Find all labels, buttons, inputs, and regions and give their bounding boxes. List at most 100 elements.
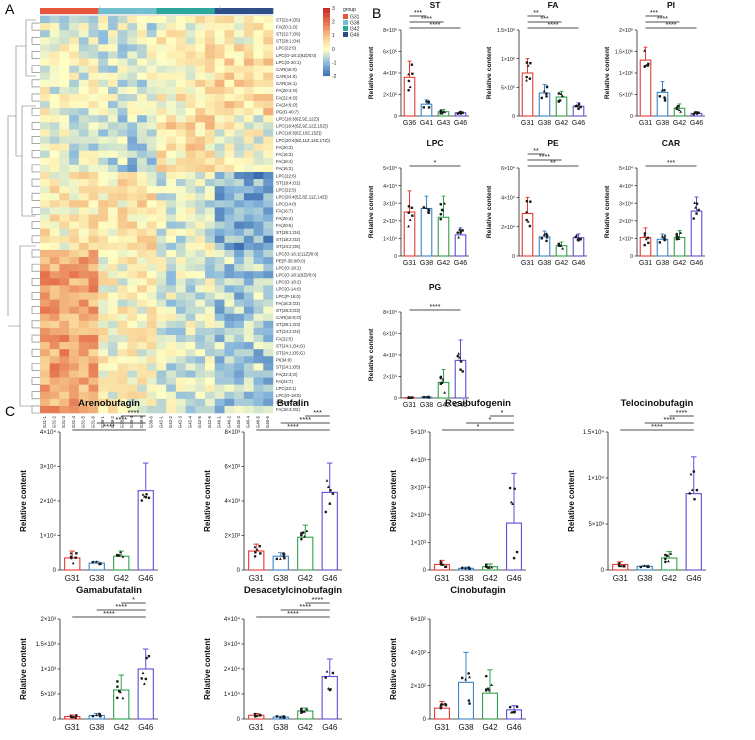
heatmap-cell <box>185 136 196 144</box>
data-point <box>467 699 471 702</box>
heatmap-cell <box>137 257 148 265</box>
heatmap-group-cell <box>185 8 196 14</box>
y-tick-label: 0 <box>601 568 605 574</box>
heatmap-cell <box>205 398 216 407</box>
heatmap-cell <box>156 292 167 300</box>
heatmap-cell <box>156 264 167 272</box>
heatmap-cell <box>88 356 99 364</box>
y-tick-label: 1×10³ <box>40 667 56 673</box>
y-tick-label: 0 <box>237 568 241 574</box>
heatmap-cell <box>185 391 196 400</box>
heatmap-cell <box>98 58 109 66</box>
heatmap-cell <box>243 235 254 244</box>
heatmap-cell <box>127 171 138 180</box>
heatmap-cell <box>78 278 89 286</box>
heatmap-cell <box>224 320 235 329</box>
heatmap-cell <box>185 214 196 222</box>
data-point <box>443 202 447 205</box>
heatmap-cell <box>88 143 99 151</box>
heatmap-cell <box>127 342 138 350</box>
heatmap-cell <box>40 391 51 400</box>
heatmap-cell <box>185 221 196 229</box>
heatmap-scale-step <box>323 8 330 10</box>
heatmap-cell <box>40 221 51 229</box>
heatmap-scale-step <box>323 33 330 36</box>
heatmap-cell <box>205 221 216 229</box>
x-tick-label: G38 <box>656 260 669 267</box>
heatmap-cell <box>98 306 109 315</box>
heatmap-cell <box>156 93 167 102</box>
heatmap-cell <box>78 335 89 343</box>
data-point <box>460 566 464 570</box>
heatmap-cell <box>234 108 245 116</box>
heatmap-cell <box>166 214 177 222</box>
heatmap-cell <box>59 23 70 31</box>
heatmap-cell <box>224 157 235 166</box>
y-tick-label: 2×10³ <box>224 534 240 540</box>
heatmap-group-cell <box>234 8 245 14</box>
heatmap-scale-step <box>323 67 330 70</box>
heatmap-cell <box>49 93 60 102</box>
heatmap-cell <box>146 72 157 81</box>
heatmap-cell <box>137 186 148 194</box>
heatmap-cell <box>224 193 235 201</box>
heatmap-cell <box>117 37 128 45</box>
data-point <box>545 92 548 95</box>
heatmap-cell <box>127 249 138 258</box>
x-tick-label: G31 <box>521 120 534 127</box>
heatmap-cell <box>40 115 51 123</box>
data-point <box>561 94 565 98</box>
heatmap-cell <box>69 384 80 393</box>
heatmap-cell <box>156 257 167 265</box>
heatmap-row-label: FA(20:3) <box>276 145 293 150</box>
heatmap-row-label: LPC(18:3(6Z,10Z,15Z)) <box>276 131 322 136</box>
heatmap-row-label: FA(24:7) <box>276 379 293 384</box>
heatmap-cell <box>243 292 254 300</box>
y-tick-label: 6×10² <box>410 617 426 623</box>
y-tick-label: 0 <box>512 114 515 120</box>
heatmap-cell <box>156 398 167 407</box>
heatmap-cell <box>40 327 51 336</box>
heatmap-legend-label: G38 <box>350 21 360 27</box>
heatmap-cell <box>185 320 196 329</box>
heatmap-cell <box>205 93 216 102</box>
data-point <box>282 554 286 558</box>
heatmap-cell <box>224 285 235 293</box>
heatmap-cell <box>117 356 128 364</box>
heatmap-cell <box>40 30 51 38</box>
heatmap-cell <box>214 79 225 88</box>
heatmap-cell <box>263 292 274 300</box>
heatmap-cell <box>156 299 167 307</box>
heatmap-cell <box>88 398 99 407</box>
heatmap-cell <box>195 335 206 343</box>
data-point <box>663 88 666 92</box>
heatmap-cell <box>137 122 148 130</box>
heatmap-cell <box>88 349 99 357</box>
heatmap-cell <box>78 171 89 180</box>
heatmap-cell <box>78 101 89 109</box>
heatmap-row-label: ST(22:4;O5) <box>276 17 301 22</box>
heatmap-cell <box>88 249 99 258</box>
heatmap-cell <box>40 37 51 45</box>
heatmap-cell <box>166 292 177 300</box>
data-point <box>121 696 125 700</box>
heatmap-cell <box>59 51 70 59</box>
heatmap-cell <box>40 349 51 357</box>
x-tick-label: G38 <box>273 574 289 583</box>
heatmap-cell <box>88 179 99 187</box>
y-tick-label: 4×10³ <box>224 499 240 505</box>
heatmap-cell <box>40 242 51 251</box>
bar <box>506 522 522 571</box>
y-tick-label: 4×10⁶ <box>383 71 397 77</box>
heatmap-cell <box>224 37 235 45</box>
data-point <box>141 493 145 496</box>
heatmap-cell <box>243 193 254 201</box>
x-tick-label: G31 <box>65 723 81 732</box>
heatmap-cell <box>175 327 186 336</box>
heatmap-cell <box>127 285 138 293</box>
heatmap-cell <box>107 313 118 322</box>
significance-label: **** <box>676 408 688 417</box>
heatmap-cell <box>49 292 60 300</box>
heatmap-scale-tick: 2 <box>332 20 335 26</box>
heatmap-cell <box>253 150 264 159</box>
